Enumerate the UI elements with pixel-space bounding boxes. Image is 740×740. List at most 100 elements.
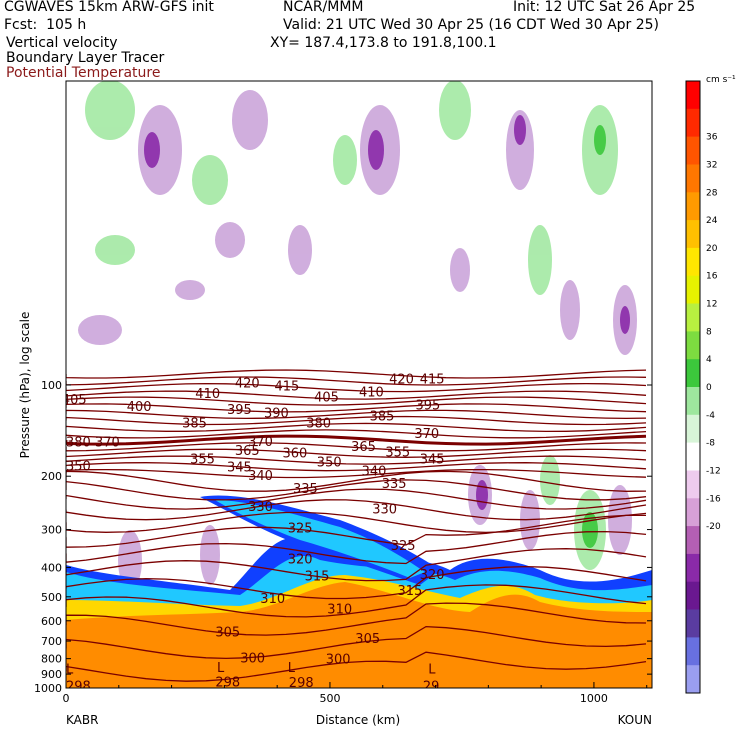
theta-label-46: 298 [66,679,91,694]
colorbar-swatch-1 [686,108,700,138]
theta-label-20: 360 [283,446,308,461]
surface-low-label-1: L [217,661,225,676]
colorbar-tick-0: 36 [706,133,718,143]
colorbar-swatch-17 [686,553,700,583]
colorbar-tick-10: -4 [706,411,715,421]
y-tick-label-4: 500 [41,591,62,604]
theta-label-30: 335 [382,477,407,492]
theta-label-29: 340 [362,465,387,480]
theta-label-5: 395 [227,403,252,418]
theta-contour-13 [66,455,647,465]
theta-label-17: 370 [95,436,120,451]
potential-temperature-labels: 405 400 410 420 415 395 390 385 405 410 420 415 385 3… [62,373,445,694]
field-name-vertical-velocity: Vertical velocity [6,35,118,51]
right-endpoint-label: KOUN [618,713,652,727]
theta-label-16: 380 [66,436,91,451]
theta-contour-23 [66,548,647,582]
theta-contour-1 [66,376,647,386]
theta-label-47: 298 [215,675,240,690]
colorbar-swatch-21 [686,665,700,694]
theta-label-36: 320 [288,552,313,567]
theta-label-14: 395 [416,399,441,414]
theta-contour-19 [66,499,647,521]
organization-label: NCAR/MMM [283,0,364,15]
theta-contour-8 [66,422,647,433]
theta-label-37: 320 [420,568,445,583]
theta-label-23: 365 [351,440,376,455]
tracer-plume-inner [215,500,425,578]
theta-contour-6 [66,409,647,420]
colorbar-swatch-9 [686,331,700,360]
theta-label-22: 350 [317,455,342,470]
colorbar-tick-12: -12 [706,467,721,477]
theta-label-34: 325 [288,522,313,537]
theta-contour-15 [66,468,647,479]
theta-label-18: 370 [248,435,273,450]
theta-label-42: 305 [215,626,240,641]
theta-label-38: 315 [305,569,330,584]
y-tick-label-5: 600 [41,615,62,628]
theta-label-11: 415 [420,373,445,388]
theta-label-8: 405 [314,391,339,406]
theta-label-43: 305 [355,632,380,647]
valid-time: Valid: 21 UTC Wed 30 Apr 25 (16 CDT Wed … [283,17,660,33]
colorbar-tick-5: 16 [706,272,718,282]
theta-label-9: 410 [359,386,384,401]
theta-contour-26 [66,602,647,636]
colorbar-units: cm s⁻¹ [706,75,736,85]
colorbar-swatch-11 [686,387,700,416]
theta-label-44: 300 [240,651,265,666]
surface-low-label-3: L [428,663,436,678]
colorbar-swatch-12 [686,414,700,444]
y-tick-label-0: 100 [41,379,62,392]
theta-contour-25 [66,584,647,618]
colorbar-swatch-15 [686,498,700,527]
colorbar-swatch-13 [686,442,700,471]
y-tick-label-2: 300 [41,524,62,537]
y-tick-label-8: 900 [41,668,62,681]
colorbar-tick-8: 4 [706,355,712,365]
vertical-velocity-shading [78,81,637,590]
theta-label-45: 300 [326,653,351,668]
theta-contour-20 [66,511,647,534]
theta-contour-2 [66,382,647,393]
theta-label-12: 385 [370,410,395,425]
y-tick-label-6: 700 [41,635,62,648]
theta-label-3: 420 [235,377,260,392]
theta-label-26: 350 [66,460,91,475]
theta-label-31: 335 [293,482,318,497]
theta-label-39: 315 [398,584,423,599]
theta-label-4: 415 [275,379,300,394]
theta-label-7: 385 [182,417,207,432]
theta-label-40: 310 [260,592,285,607]
y-tick-label-1: 200 [41,470,62,483]
colorbar-swatch-7 [686,275,700,304]
theta-label-0: 405 [62,393,87,408]
colorbar-swatch-2 [686,136,700,165]
theta-label-27: 345 [227,460,252,475]
colorbar-swatch-3 [686,164,700,193]
theta-contour-24 [66,565,647,600]
x-tick-label-2: 1000 [580,692,608,705]
theta-label-13: 380 [306,417,331,432]
theta-label-48: 298 [289,676,314,691]
theta-contour-7 [66,415,647,426]
field-name-tracer: Boundary Layer Tracer [6,50,165,66]
colorbar-tick-7: 8 [706,327,712,337]
theta-contour-12 [66,448,647,458]
theta-label-1: 400 [127,400,152,415]
colorbar-swatch-5 [686,220,700,249]
theta-contour-14 [66,462,647,472]
theta-contour-4 [66,396,647,406]
colorbar-swatch-4 [686,192,700,221]
colorbar-swatch-10 [686,359,700,388]
colorbar-swatch-14 [686,470,700,499]
colorbar-swatch-6 [686,247,700,277]
model-title: CGWAVES 15km ARW-GFS init [4,0,214,15]
theta-label-2: 410 [195,387,220,402]
theta-contour-16 [66,470,647,492]
colorbar-frame [685,80,701,694]
